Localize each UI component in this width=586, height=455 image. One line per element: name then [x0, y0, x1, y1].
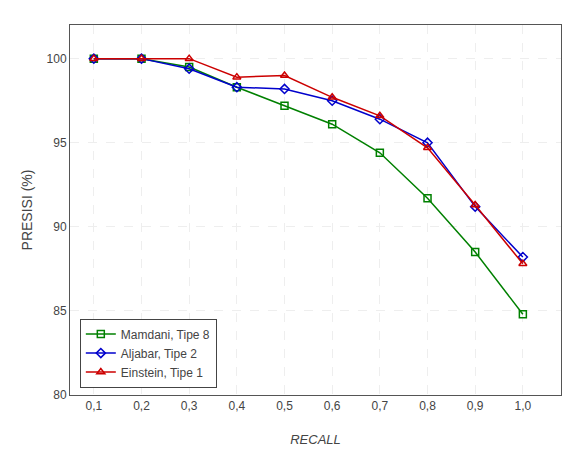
svg-text:PRESISI (%): PRESISI (%)	[19, 170, 35, 251]
svg-text:Aljabar, Tipe 2: Aljabar, Tipe 2	[121, 347, 197, 361]
svg-text:0,4: 0,4	[228, 399, 245, 413]
svg-text:0,5: 0,5	[276, 399, 293, 413]
svg-text:Einstein, Tipe 1: Einstein, Tipe 1	[121, 366, 203, 380]
svg-text:80: 80	[53, 388, 67, 402]
svg-text:0,3: 0,3	[181, 399, 198, 413]
svg-text:90: 90	[53, 220, 67, 234]
svg-text:0,9: 0,9	[467, 399, 484, 413]
svg-text:0,2: 0,2	[133, 399, 150, 413]
svg-text:0,1: 0,1	[85, 399, 102, 413]
svg-text:85: 85	[53, 304, 67, 318]
svg-text:Mamdani, Tipe 8: Mamdani, Tipe 8	[121, 328, 210, 342]
svg-text:1,0: 1,0	[515, 399, 532, 413]
svg-text:0,8: 0,8	[419, 399, 436, 413]
svg-text:RECALL: RECALL	[290, 432, 341, 447]
svg-text:100: 100	[47, 52, 67, 66]
svg-text:0,7: 0,7	[372, 399, 389, 413]
svg-text:95: 95	[53, 136, 67, 150]
svg-text:0,6: 0,6	[324, 399, 341, 413]
